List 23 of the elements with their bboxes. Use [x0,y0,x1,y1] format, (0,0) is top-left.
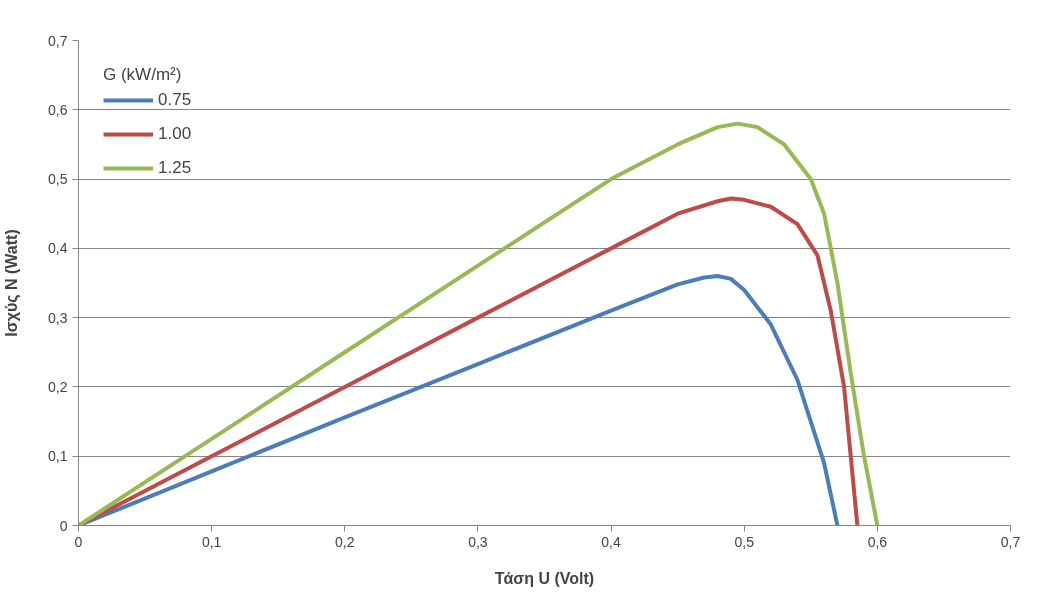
x-tick-label: 0,3 [468,533,488,550]
line-series [78,121,880,526]
x-tick-label: 0,6 [867,533,888,550]
y-tick-label: 0,6 [48,101,68,118]
legend-label: 1.00 [158,124,192,144]
y-tick-label: 0,3 [48,309,68,326]
x-tick-label: 0,4 [601,533,622,550]
x-tick-label: 0,1 [201,533,222,550]
x-tick-label: 0,7 [1000,533,1021,550]
x-tick-label: 0,2 [335,533,355,550]
y-tick-label: 0,2 [48,378,68,395]
x-tick-label: 0 [74,533,83,550]
x-axis-title: Τάση U (Volt) [494,569,595,587]
y-tick-label: 0,5 [48,171,68,188]
legend-label: 1.25 [158,158,192,178]
legend-label: 0.75 [158,90,192,110]
y-tick-label: 0 [59,517,68,534]
y-tick-label: 0,7 [48,32,68,49]
y-axis-title: Ισχύς N (Watt) [3,229,22,337]
legend-title: G (kW/m²) [103,65,183,85]
y-tick-label: 0,1 [48,448,68,465]
y-tick-label: 0,4 [48,240,68,257]
x-tick-label: 0,5 [734,533,755,550]
